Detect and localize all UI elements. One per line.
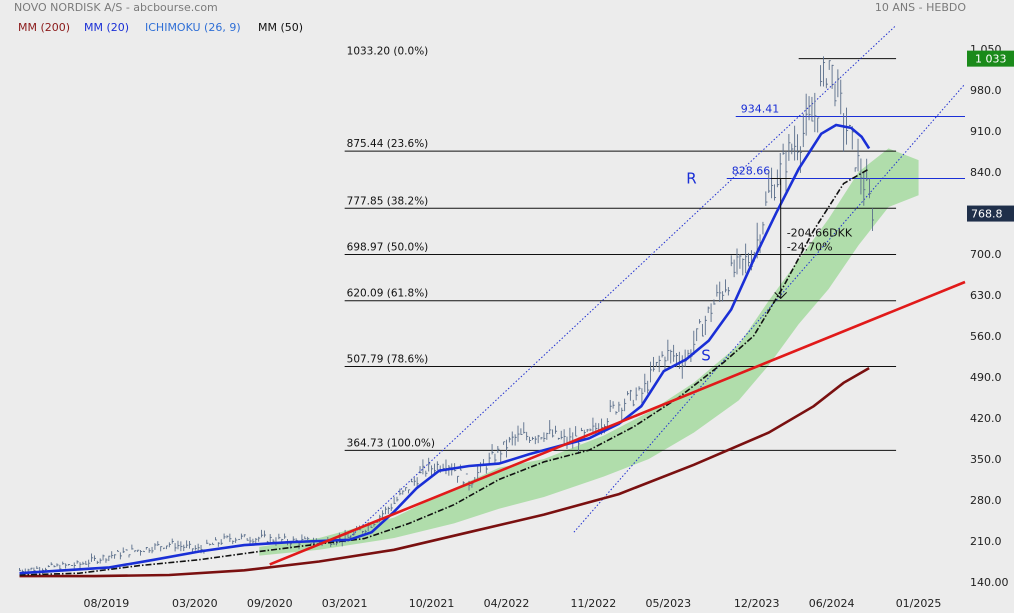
y-tick-label: 980.0 bbox=[970, 84, 1002, 97]
horizontal-levels: 934.41 828.66 bbox=[726, 103, 965, 179]
fib-label-1: 875.44 (23.6%) bbox=[347, 138, 429, 150]
fib-label-0: 1033.20 (0.0%) bbox=[347, 46, 429, 58]
high-badge bbox=[967, 50, 1014, 67]
x-tick-label: 08/2019 bbox=[84, 597, 130, 610]
fib-label-5: 507.79 (78.6%) bbox=[347, 353, 429, 365]
fibonacci-levels: 1033.20 (0.0%) 875.44 (23.6%) 777.85 (38.2… bbox=[344, 46, 897, 451]
fib-label-3: 698.97 (50.0%) bbox=[347, 241, 429, 253]
trendline bbox=[269, 280, 966, 566]
x-tick-label: 03/2020 bbox=[172, 597, 218, 610]
ichimoku-cloud bbox=[259, 148, 919, 556]
y-tick-label: 490.0 bbox=[970, 371, 1002, 384]
last-price-label: 768.8 bbox=[971, 208, 1003, 221]
last-price-badge bbox=[967, 205, 1014, 222]
annotation-S: S bbox=[701, 347, 711, 365]
fib-label-6: 364.73 (100.0%) bbox=[347, 437, 435, 449]
y-tick-label: 350.0 bbox=[970, 453, 1002, 466]
chart-title: NOVO NORDISK A/S - abcbourse.com bbox=[14, 1, 218, 14]
x-tick-label: 09/2020 bbox=[247, 597, 293, 610]
x-tick-label: 06/2024 bbox=[809, 597, 855, 610]
trend-channel bbox=[344, 24, 966, 543]
cloud-area bbox=[259, 148, 919, 556]
annotation-R: R bbox=[686, 170, 696, 188]
y-tick-label: 560.0 bbox=[970, 330, 1002, 343]
legend-ichimoku[interactable]: ICHIMOKU (26, 9) bbox=[145, 21, 241, 34]
support-trendline bbox=[269, 280, 966, 566]
channel-line-1 bbox=[573, 83, 966, 533]
x-axis: 08/2019 03/2020 09/2020 03/2021 10/2021 04/20… bbox=[84, 597, 942, 610]
y-axis: 140.00 210.0 280.0 350.0 420.0 490.0 560.0 630.… bbox=[970, 43, 1009, 589]
x-tick-label: 10/2021 bbox=[409, 597, 455, 610]
measure-percent: -24.70% bbox=[787, 240, 833, 253]
y-tick-label: 840.0 bbox=[970, 166, 1002, 179]
measure-arrow bbox=[774, 292, 788, 300]
y-tick-label: 630.0 bbox=[970, 289, 1002, 302]
y-tick-label: 420.0 bbox=[970, 412, 1002, 425]
legend-mm20[interactable]: MM (20) bbox=[84, 21, 130, 34]
x-tick-label: 05/2023 bbox=[645, 597, 691, 610]
y-tick-label: 140.00 bbox=[970, 576, 1009, 589]
x-tick-label: 01/2025 bbox=[896, 597, 942, 610]
y-tick-label: 210.0 bbox=[970, 535, 1002, 548]
fib-label-4: 620.09 (61.8%) bbox=[347, 288, 429, 300]
fib-label-2: 777.85 (38.2%) bbox=[347, 195, 429, 207]
moving-averages bbox=[19, 123, 871, 578]
legend-mm50[interactable]: MM (50) bbox=[258, 21, 304, 34]
measure-value: -204.66DKK bbox=[787, 226, 853, 239]
period-label[interactable]: 10 ANS - HEBDO bbox=[874, 1, 966, 14]
y-tick-label: 700.0 bbox=[970, 248, 1002, 261]
level-label-1: 828.66 bbox=[732, 164, 771, 177]
x-tick-label: 03/2021 bbox=[322, 597, 368, 610]
annotations: RS bbox=[686, 170, 711, 365]
mm200-line bbox=[19, 366, 870, 578]
high-badge-label: 1 033 bbox=[975, 53, 1007, 66]
x-tick-label: 04/2022 bbox=[484, 597, 530, 610]
x-tick-label: 11/2022 bbox=[571, 597, 617, 610]
mm50-line bbox=[19, 168, 870, 576]
y-tick-label: 280.0 bbox=[970, 494, 1002, 507]
x-tick-label: 12/2023 bbox=[734, 597, 780, 610]
drawdown-measure: -204.66DKK-24.70% bbox=[770, 177, 853, 300]
mm20-line bbox=[19, 123, 871, 575]
legend-mm200[interactable]: MM (200) bbox=[18, 21, 71, 34]
y-tick-label: 910.0 bbox=[970, 125, 1002, 138]
price-badges: 1 033 768.8 bbox=[967, 50, 1014, 222]
level-label-0: 934.41 bbox=[741, 103, 780, 116]
